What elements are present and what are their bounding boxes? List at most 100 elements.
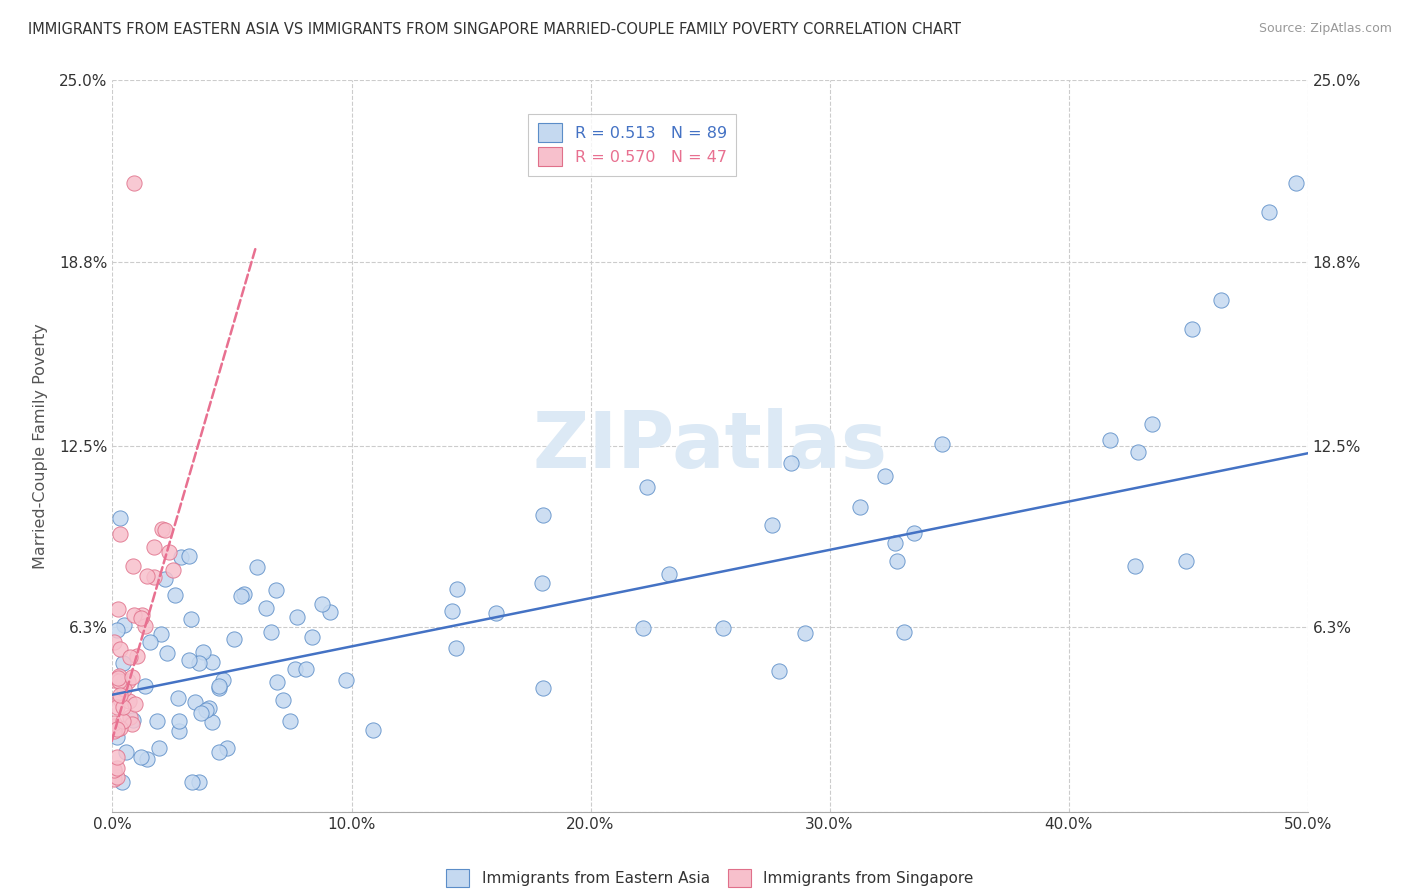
- Point: [1125, 558, 1147, 573]
- Point: [105, 722, 128, 736]
- Point: [105, 761, 128, 775]
- Point: [118, 694, 141, 708]
- Point: [180, 612, 202, 626]
- Point: [893, 625, 915, 640]
- Point: [191, 645, 214, 659]
- Point: [884, 535, 907, 549]
- Point: [117, 674, 139, 689]
- Point: [155, 572, 177, 586]
- Point: [177, 549, 200, 564]
- Point: [768, 665, 790, 679]
- Point: [711, 621, 734, 635]
- Point: [1140, 417, 1163, 431]
- Point: [311, 597, 333, 611]
- Point: [105, 730, 128, 744]
- Legend: Immigrants from Eastern Asia, Immigrants from Singapore: Immigrants from Eastern Asia, Immigrants…: [440, 863, 980, 892]
- Point: [103, 673, 125, 688]
- Point: [273, 692, 295, 706]
- Point: [108, 669, 131, 683]
- Point: [849, 500, 872, 514]
- Point: [233, 587, 256, 601]
- Point: [1211, 293, 1233, 307]
- Point: [129, 750, 152, 764]
- Point: [485, 606, 508, 620]
- Point: [107, 671, 129, 685]
- Point: [886, 553, 908, 567]
- Point: [122, 176, 145, 190]
- Point: [335, 673, 357, 688]
- Point: [115, 745, 138, 759]
- Point: [103, 634, 125, 648]
- Point: [1285, 176, 1308, 190]
- Point: [170, 550, 193, 565]
- Point: [162, 563, 184, 577]
- Point: [208, 679, 231, 693]
- Point: [264, 583, 287, 598]
- Point: [103, 715, 125, 730]
- Point: [131, 608, 153, 623]
- Point: [254, 601, 277, 615]
- Point: [181, 775, 204, 789]
- Point: [112, 657, 135, 671]
- Point: [143, 570, 166, 584]
- Point: [207, 681, 229, 696]
- Point: [190, 706, 212, 721]
- Point: [103, 763, 125, 777]
- Point: [146, 714, 169, 728]
- Point: [103, 719, 125, 733]
- Point: [157, 544, 180, 558]
- Text: ZIPatlas: ZIPatlas: [533, 408, 887, 484]
- Point: [446, 640, 468, 655]
- Point: [136, 568, 159, 582]
- Point: [139, 635, 162, 649]
- Point: [198, 701, 221, 715]
- Point: [155, 646, 177, 660]
- Point: [208, 745, 231, 759]
- Point: [231, 589, 253, 603]
- Point: [120, 649, 142, 664]
- Point: [318, 605, 340, 619]
- Point: [278, 714, 301, 728]
- Text: Source: ZipAtlas.com: Source: ZipAtlas.com: [1258, 22, 1392, 36]
- Point: [531, 576, 554, 591]
- Point: [1126, 444, 1149, 458]
- Point: [363, 723, 385, 737]
- Point: [118, 710, 141, 724]
- Point: [285, 610, 308, 624]
- Point: [150, 626, 173, 640]
- Point: [148, 741, 170, 756]
- Point: [111, 775, 134, 789]
- Point: [260, 624, 283, 639]
- Point: [103, 724, 125, 739]
- Point: [1181, 322, 1204, 336]
- Point: [105, 750, 128, 764]
- Point: [166, 691, 188, 706]
- Point: [108, 673, 131, 688]
- Point: [111, 700, 134, 714]
- Point: [121, 670, 143, 684]
- Point: [201, 655, 224, 669]
- Point: [122, 607, 145, 622]
- Point: [112, 714, 135, 728]
- Point: [112, 618, 135, 632]
- Point: [110, 688, 132, 702]
- Point: [134, 619, 156, 633]
- Point: [658, 566, 681, 581]
- Point: [531, 508, 554, 523]
- Point: [246, 560, 269, 574]
- Point: [224, 632, 246, 646]
- Point: [295, 662, 318, 676]
- Point: [266, 675, 288, 690]
- Point: [124, 698, 146, 712]
- Point: [931, 437, 953, 451]
- Point: [105, 623, 128, 637]
- Point: [201, 714, 224, 729]
- Point: [761, 518, 783, 533]
- Point: [184, 695, 207, 709]
- Point: [636, 480, 658, 494]
- Point: [794, 625, 817, 640]
- Point: [188, 656, 211, 670]
- Point: [110, 692, 132, 706]
- Point: [531, 681, 554, 696]
- Point: [108, 642, 131, 657]
